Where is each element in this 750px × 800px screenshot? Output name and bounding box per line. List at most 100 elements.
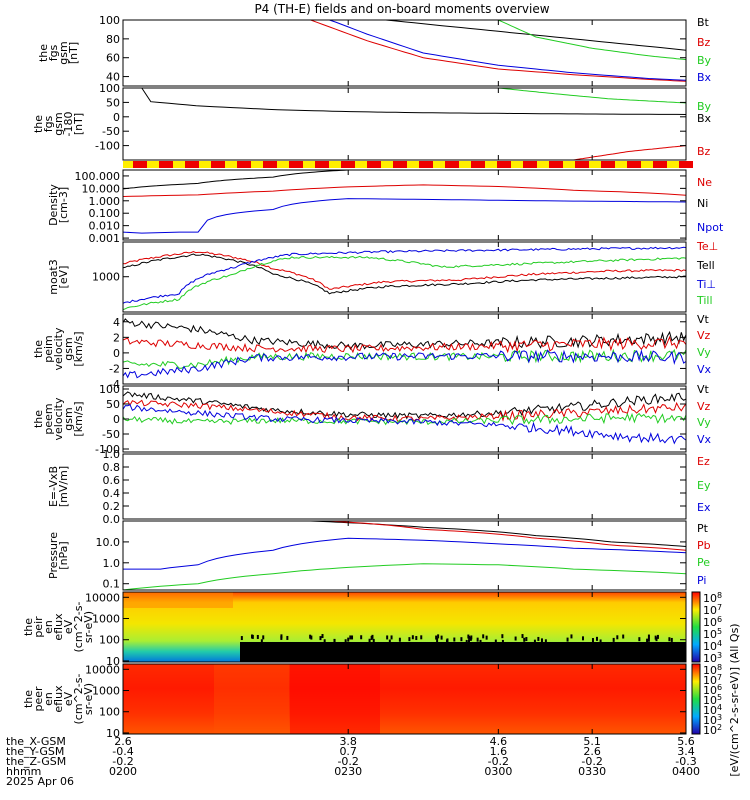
peim_velocity-legend-3: Vx: [697, 363, 712, 376]
peer_en_eflux-ytick-label-1: 1000: [92, 685, 120, 698]
pressure-legend-3: Pi: [697, 574, 706, 587]
temperature-line-3: [122, 255, 687, 311]
peim_velocity-legend-0: Vt: [697, 313, 710, 326]
ephem-col-4-row-1: 3.4: [677, 745, 695, 758]
pressure-legend-0: Pt: [697, 522, 709, 535]
temperature-legend-3: Till: [696, 294, 713, 307]
peer_en_eflux-ylabel-1: peer: [32, 686, 45, 712]
colorbar-tick-1-1: 107: [703, 603, 722, 617]
density-ytick-label-1: 10.000: [82, 182, 121, 195]
ephem-col-4-row-2: -0.3: [675, 755, 696, 768]
density-line-0: [122, 184, 687, 197]
peir-hot-band: [123, 592, 233, 608]
efield-frame: [122, 453, 687, 520]
peir_en_eflux-ylabel-5: (cm^2-s-: [72, 602, 85, 653]
peem_velocity-legend-1: Vz: [697, 400, 711, 413]
fgs_gsm-ylabel-3: [nT]: [67, 42, 80, 64]
peem_velocity-line-3: [122, 404, 687, 445]
peer_en_eflux-ytick-label-2: 100: [99, 706, 120, 719]
fgs_gsm-legend-0: Bt: [697, 16, 710, 29]
density-ylabel-1: [cm-3]: [57, 187, 70, 223]
peir_en_eflux-ylabel-1: peir: [32, 616, 45, 638]
peem_velocity-ylabel-2: velocity: [52, 397, 65, 440]
fgs_gsm_dac-line-0: [498, 87, 687, 104]
efield-ytick-label-0: 1.0: [103, 448, 121, 461]
density-line-2: [122, 198, 687, 234]
ephem-col-2-row-1: 1.6: [490, 745, 508, 758]
pressure-ytick-label-0: 10.0: [96, 536, 121, 549]
colorbar-tick-1-3: 105: [703, 627, 722, 641]
fgs_gsm-ylabel-2: gsm: [57, 41, 70, 64]
panel-efield: 1.00.80.60.40.20.0 E=-VxB[mV/m] Ez Ey Ex: [47, 448, 711, 526]
colorbar-tick-2-1: 107: [703, 673, 722, 687]
peim_velocity-ylabel-2: velocity: [52, 327, 65, 370]
peer_en_eflux-frame: [122, 663, 687, 735]
efield-ytick-label-5: 0.0: [103, 513, 121, 526]
density-legend-2: Npot: [697, 221, 724, 234]
colorbar-tick-1-2: 106: [703, 615, 722, 629]
pressure-ylabel-1: [nPa]: [57, 541, 70, 569]
peir_en_eflux-ylabel-4: eV: [62, 619, 75, 634]
fgs_gsm_dac-ytick-label-3: -50: [102, 125, 120, 138]
efield-ytick-label-1: 0.8: [103, 461, 121, 474]
colorbar-tick-2-2: 106: [703, 683, 722, 697]
pressure-legend-1: Pb: [697, 539, 711, 552]
peem_velocity-legend-0: Vt: [697, 383, 710, 396]
density-legend-0: Ne: [697, 176, 712, 189]
peer_en_eflux-ylabel-6: sr-eV): [82, 683, 95, 715]
fgs_gsm-ytick-label-2: 60: [106, 52, 120, 65]
fgs_gsm_dac-line-1: [141, 87, 687, 115]
efield-ytick-label-2: 0.6: [103, 474, 121, 487]
ephem-col-4-row-3: 0400: [672, 765, 700, 778]
figure-title: P4 (TH-E) fields and on-board moments ov…: [254, 2, 549, 16]
pressure-line-3: [123, 537, 687, 570]
fgs_gsm_dac-ytick-label-1: 50: [106, 96, 120, 109]
peer_en_eflux-ylabel-0: the: [22, 690, 35, 708]
temperature-legend-2: Ti⊥: [696, 278, 716, 291]
colorbars: 108107106105104103108107106105104103102[…: [691, 591, 741, 777]
ephem-col-3-row-1: 2.6: [583, 745, 601, 758]
peir_en_eflux-ytick-label-3: 10: [106, 655, 120, 668]
density-ytick-label-0: 100.000: [75, 170, 121, 183]
efield-ytick-label-3: 0.4: [103, 487, 121, 500]
fgs_gsm-ylabel-0: the: [37, 44, 50, 62]
peir_en_eflux-ytick-label-1: 1000: [92, 613, 120, 626]
peim_velocity-frame: [122, 313, 687, 385]
peer-band-1: [214, 664, 289, 734]
efield-ytick-label-4: 0.2: [103, 500, 121, 513]
fgs_gsm_dac-ytick-label-0: 100: [99, 82, 120, 95]
peer_en_eflux-ylabel-4: eV: [62, 691, 75, 706]
ephem-label-4: 2025 Apr 06: [6, 775, 74, 788]
pressure-ytick-label-1: 1.0: [103, 557, 121, 570]
pressure-ylabel-0: Pressure: [47, 532, 60, 579]
ephem-label-1: the_Y-GSM: [6, 745, 64, 758]
ephem-col-1-row-0: 3.8: [339, 735, 357, 748]
fgs_gsm-line-1: [310, 19, 687, 82]
peer_en_eflux-spectrogram: [123, 664, 686, 734]
fgs_gsm_dac-line-2: [573, 145, 687, 161]
plot-area: 100806040thefgsgsm[nT]BtBzByBx100500-50-…: [22, 14, 724, 740]
temperature-legend-0: Te⊥: [696, 240, 718, 253]
efield-legend-2: Ex: [697, 501, 711, 514]
peim_velocity-ytick-label-2: 0: [113, 347, 120, 360]
peem_velocity-ytick-label-3: -50: [102, 428, 120, 441]
temperature-ylabel-1: [eV]: [57, 266, 70, 289]
fgs_gsm-ytick-label-1: 80: [106, 33, 120, 46]
efield-legend-0: Ez: [697, 455, 710, 468]
fgs_gsm-ylabel-1: fgs: [47, 44, 60, 61]
peir-low-energy-gap: [240, 642, 686, 662]
peim_velocity-ytick-label-1: 2: [113, 331, 120, 344]
temperature-legend-1: Tell: [696, 259, 715, 272]
ephem-label-3: hhmm: [6, 765, 41, 778]
density-ytick-label-4: 0.010: [89, 220, 121, 233]
peem_velocity-ylabel-0: the: [32, 410, 45, 428]
peim_velocity-ylabel-0: the: [32, 340, 45, 358]
fgs_gsm-line-0: [123, 19, 687, 51]
peer_en_eflux-ylabel-2: en: [42, 692, 55, 706]
colorbar-2: [691, 663, 701, 735]
ephem-col-1-row-3: 0230: [334, 765, 362, 778]
peer_en_eflux-ylabel-5: (cm^2-s-: [72, 674, 85, 725]
peir_en_eflux-ytick-label-2: 100: [99, 634, 120, 647]
